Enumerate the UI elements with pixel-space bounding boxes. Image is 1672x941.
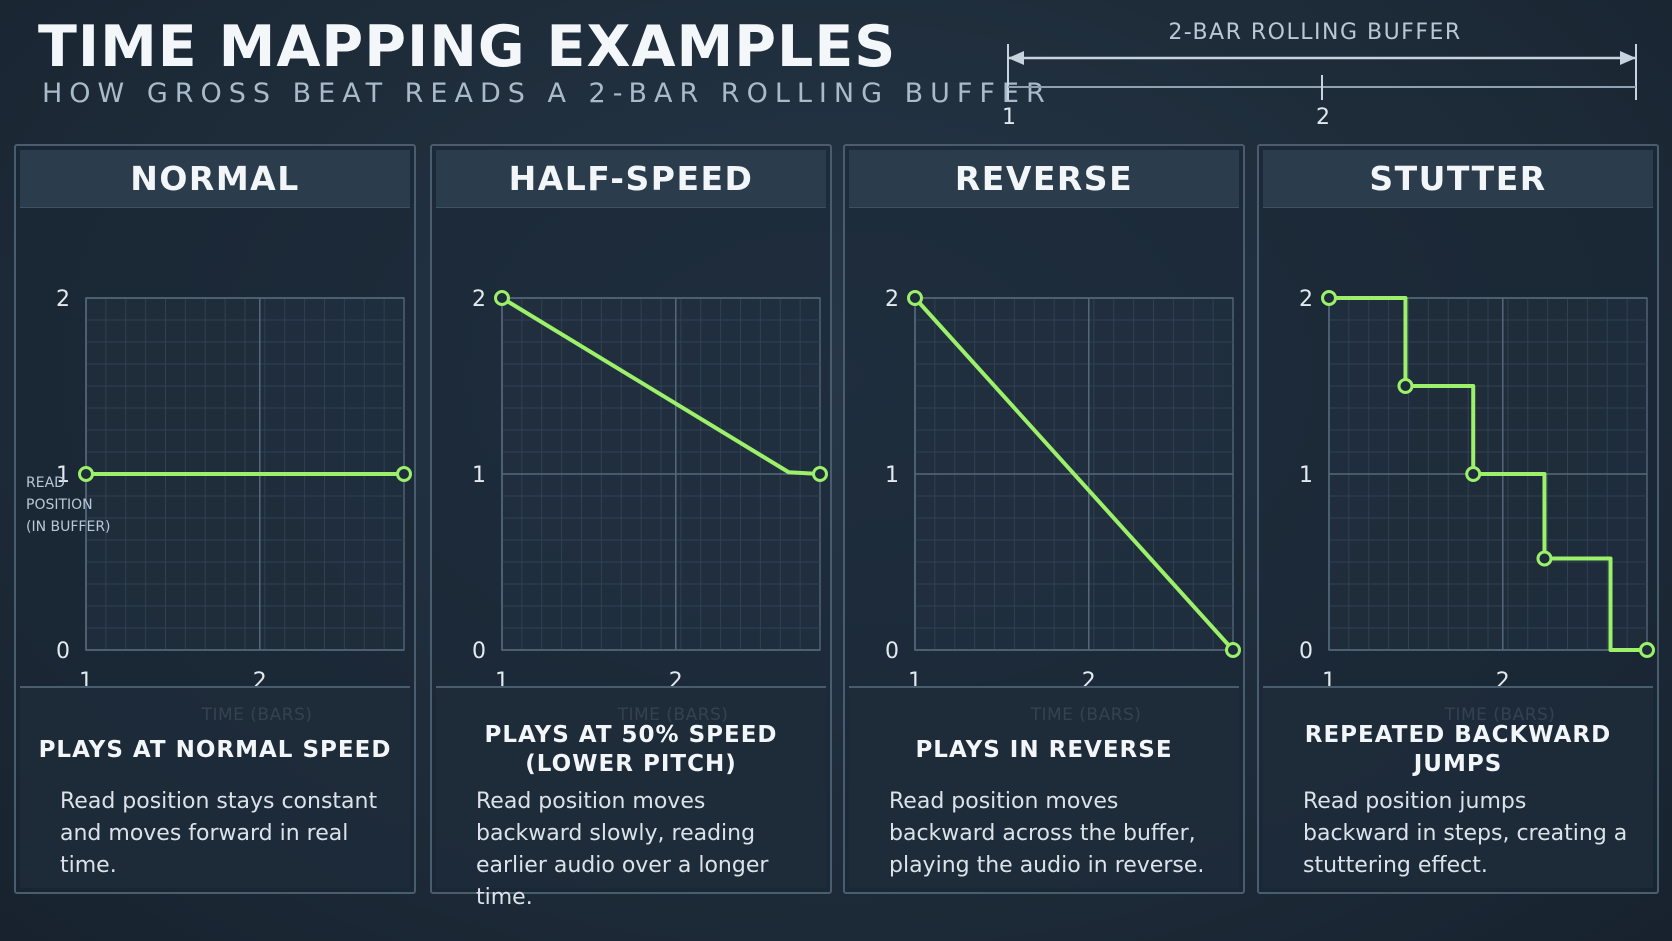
panel-stutter: STUTTER 01212TIME (BARS) REPEATED BACKWA… [1257,144,1659,894]
y-tick-label: 1 [472,463,486,488]
y-tick-label: 2 [56,287,70,312]
y-tick-label: 1 [885,463,899,488]
series-line [913,296,1235,652]
buffer-indicator: 2-BAR ROLLING BUFFER 1 2 [1000,20,1640,130]
buffer-tick-label-1: 1 [1002,105,1016,130]
description-text: Read position jumps backward in steps, c… [1303,789,1628,878]
y-tick-label: 1 [1299,463,1313,488]
data-point [396,466,412,482]
y-tick-label: 1 [56,463,70,488]
buffer-ruler [1007,44,1637,100]
description-title: PLAYS AT 50% SPEED (LOWER PITCH) [484,722,778,777]
y-tick-label: 0 [885,639,899,664]
data-point [1397,378,1414,394]
description-text: Read position moves backward across the … [889,789,1205,878]
buffer-label: 2-BAR ROLLING BUFFER [1168,20,1462,45]
buffer-tick-label-2: 2 [1316,105,1330,130]
description-title: PLAYS IN REVERSE [915,736,1173,763]
description-box: PLAYS AT 50% SPEED (LOWER PITCH) Read po… [436,686,826,910]
plot-normal: 01212TIME (BARS) READ POSITION (IN BUFFE… [16,212,414,822]
series-line [500,296,822,476]
description-text: Read position stays constant and moves f… [60,789,378,878]
data-point [1321,290,1337,306]
y-axis-label-line-1: READ [26,475,65,491]
y-tick-label: 2 [1299,287,1313,312]
panel-header: NORMAL [20,150,410,208]
data-point [1639,642,1655,658]
panel-header: REVERSE [849,150,1239,208]
data-point [1465,466,1482,482]
plot-stutter: 01212TIME (BARS) [1259,212,1657,822]
y-tick-label: 0 [56,639,70,664]
panel-half-speed: HALF-SPEED 01212TIME (BARS) PLAYS AT 50%… [430,144,832,910]
plot-reverse: 01212TIME (BARS) [845,212,1243,822]
y-axis-label-line-3: (IN BUFFER) [26,519,111,535]
page-title: TIME MAPPING EXAMPLES [38,14,897,80]
panel-header: STUTTER [1263,150,1653,208]
series-line [1327,296,1649,652]
description-box: PLAYS AT NORMAL SPEED Read position stay… [20,686,410,888]
buffer-arrow-left-icon [1008,51,1024,65]
description-text: Read position moves backward slowly, rea… [476,789,769,910]
y-axis-label: READ POSITION (IN BUFFER) [26,472,111,538]
chart-stutter: 01212TIME (BARS) [1299,287,1655,725]
data-point [494,290,510,306]
buffer-arrow-right-icon [1620,51,1636,65]
data-point [907,290,923,306]
y-axis-label-line-2: POSITION [26,497,93,513]
chart-reverse: 01212TIME (BARS) [885,287,1241,725]
panel-header: HALF-SPEED [436,150,826,208]
description-title: REPEATED BACKWARD JUMPS [1304,722,1612,777]
panel-reverse: REVERSE 01212TIME (BARS) PLAYS IN REVERS… [843,144,1245,894]
data-point [78,466,94,482]
chart-normal: 01212TIME (BARS) [56,287,412,725]
description-title: PLAYS AT NORMAL SPEED [38,736,392,763]
data-point [812,466,828,482]
description-box: REPEATED BACKWARD JUMPS Read position ju… [1263,686,1653,888]
description-box: PLAYS IN REVERSE Read position moves bac… [849,686,1239,888]
y-tick-label: 2 [472,287,486,312]
panel-normal: NORMAL 01212TIME (BARS) READ POSITION (I… [14,144,416,894]
y-tick-label: 0 [1299,639,1313,664]
y-tick-label: 0 [472,639,486,664]
y-tick-label: 2 [885,287,899,312]
page-subtitle: HOW GROSS BEAT READS A 2-BAR ROLLING BUF… [42,78,1052,109]
data-point [1225,642,1241,658]
data-point [1536,550,1553,567]
